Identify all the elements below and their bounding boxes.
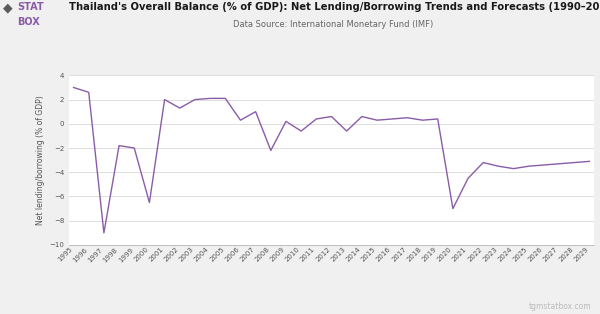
Text: BOX: BOX — [17, 17, 40, 27]
Text: Thailand's Overall Balance (% of GDP): Net Lending/Borrowing Trends and Forecast: Thailand's Overall Balance (% of GDP): N… — [69, 2, 600, 12]
Text: tgmstatbox.com: tgmstatbox.com — [529, 302, 591, 311]
Text: STAT: STAT — [17, 2, 43, 12]
Y-axis label: Net lending/borrowing (% of GDP): Net lending/borrowing (% of GDP) — [36, 95, 45, 225]
Text: ◆: ◆ — [3, 2, 13, 14]
Text: Data Source: International Monetary Fund (IMF): Data Source: International Monetary Fund… — [233, 20, 433, 30]
